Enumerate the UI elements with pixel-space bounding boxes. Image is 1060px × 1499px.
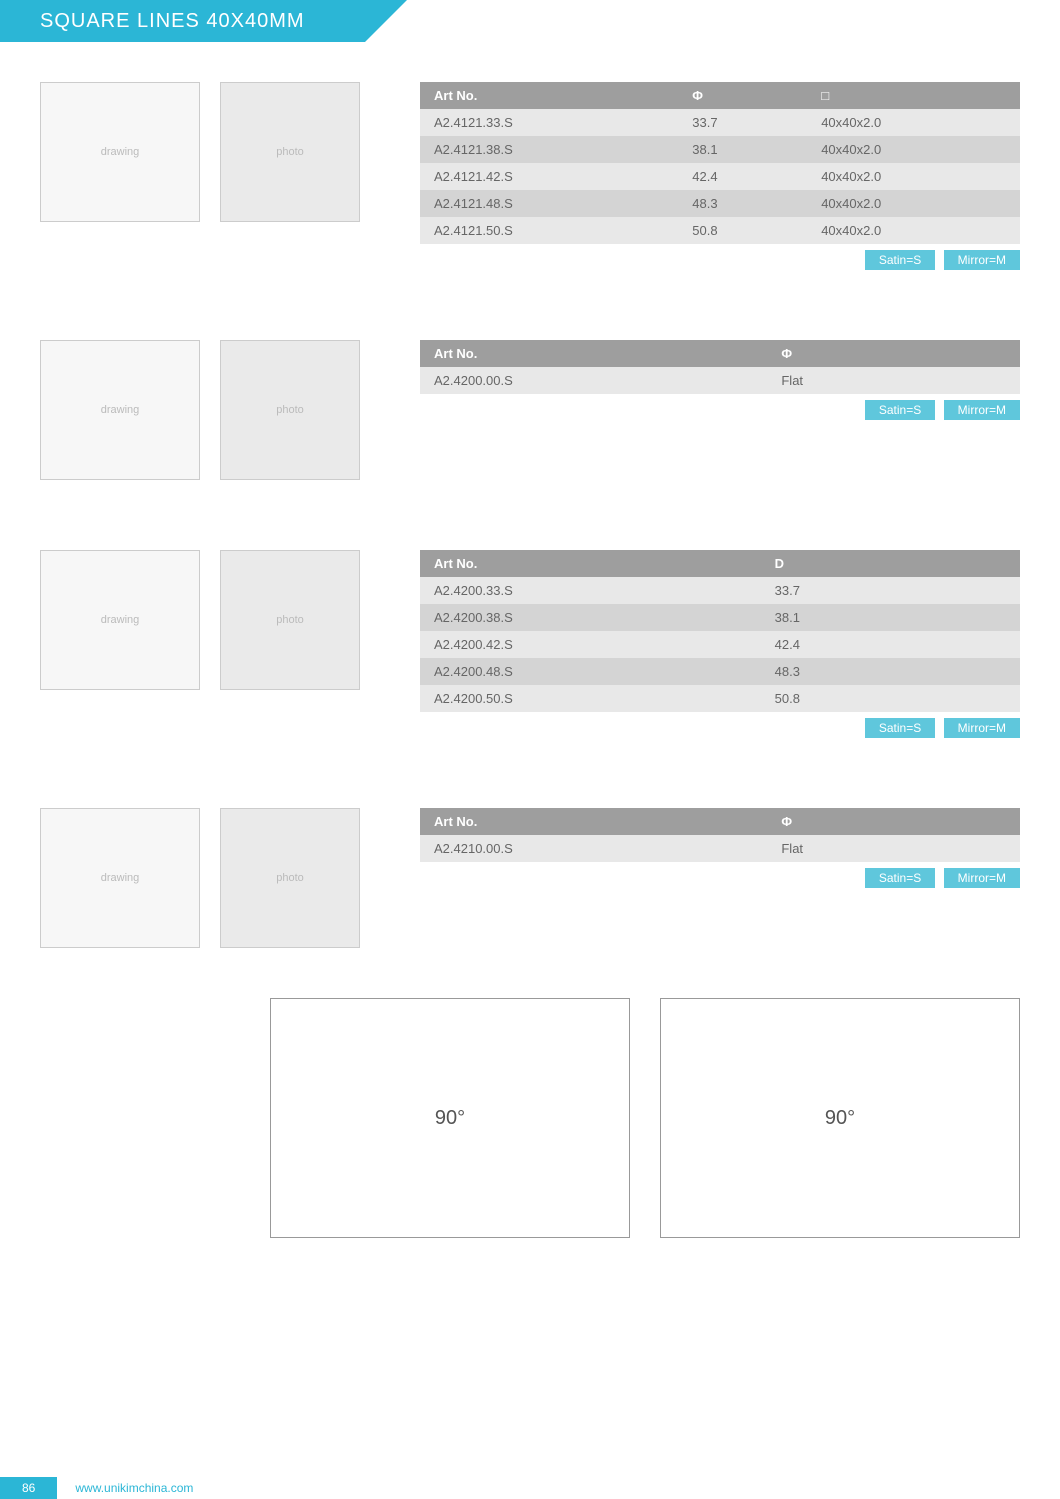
col-art-no: Art No.: [420, 340, 767, 367]
product-photo: photo: [220, 808, 360, 948]
spec-table-4: Art No. Φ A2.4210.00.SFlat: [420, 808, 1020, 862]
table-row: A2.4210.00.SFlat: [420, 835, 1020, 862]
finish-legend: Satin=S Mirror=M: [420, 400, 1020, 420]
product-photo: photo: [220, 82, 360, 222]
table-row: A2.4121.42.S42.440x40x2.0: [420, 163, 1020, 190]
page-title-banner: SQUARE LINES 40X40MM: [0, 0, 365, 42]
table-row: A2.4200.38.S38.1: [420, 604, 1020, 631]
line-drawing: drawing: [40, 550, 200, 690]
finish-mirror: Mirror=M: [944, 718, 1020, 738]
table-row: A2.4121.50.S50.840x40x2.0: [420, 217, 1020, 244]
table-row: A2.4121.48.S48.340x40x2.0: [420, 190, 1020, 217]
finish-satin: Satin=S: [865, 250, 935, 270]
angle-label: 90°: [435, 1107, 465, 1130]
page-number: 86: [0, 1477, 57, 1499]
product-section-4: drawing photo Art No. Φ A2.4210.00.SFlat…: [40, 808, 1020, 948]
table-row: A2.4121.38.S38.140x40x2.0: [420, 136, 1020, 163]
product-images-2: drawing photo: [40, 340, 420, 480]
finish-legend: Satin=S Mirror=M: [420, 718, 1020, 738]
footer-url: www.unikimchina.com: [57, 1481, 193, 1495]
table-row: A2.4200.00.SFlat: [420, 367, 1020, 394]
product-section-2: drawing photo Art No. Φ A2.4200.00.SFlat…: [40, 340, 1020, 480]
finish-satin: Satin=S: [865, 400, 935, 420]
product-section-3: drawing photo Art No. D A2.4200.33.S33.7…: [40, 550, 1020, 738]
table-row: A2.4200.50.S50.8: [420, 685, 1020, 712]
col-phi: Φ: [767, 340, 929, 367]
product-images-3: drawing photo: [40, 550, 420, 690]
finish-mirror: Mirror=M: [944, 250, 1020, 270]
line-drawing: drawing: [40, 808, 200, 948]
page-footer: 86 www.unikimchina.com: [0, 1477, 193, 1499]
finish-satin: Satin=S: [865, 718, 935, 738]
line-drawing: drawing: [40, 340, 200, 480]
finish-satin: Satin=S: [865, 868, 935, 888]
col-art-no: Art No.: [420, 808, 767, 835]
finish-mirror: Mirror=M: [944, 400, 1020, 420]
product-images-1: drawing photo: [40, 82, 420, 222]
finish-mirror: Mirror=M: [944, 868, 1020, 888]
assembly-diagrams: 90° 90°: [240, 998, 1020, 1238]
table-header-row: Art No. Φ: [420, 340, 1020, 367]
col-d: D: [761, 550, 931, 577]
product-photo: photo: [220, 550, 360, 690]
table-row: A2.4121.33.S33.740x40x2.0: [420, 109, 1020, 136]
spec-table-3: Art No. D A2.4200.33.S33.7 A2.4200.38.S3…: [420, 550, 1020, 712]
finish-legend: Satin=S Mirror=M: [420, 250, 1020, 270]
assembly-diagram-square: 90°: [270, 998, 630, 1238]
table-row: A2.4200.48.S48.3: [420, 658, 1020, 685]
col-square: □: [807, 82, 1020, 109]
finish-legend: Satin=S Mirror=M: [420, 868, 1020, 888]
table-row: A2.4200.33.S33.7: [420, 577, 1020, 604]
table-header-row: Art No. D: [420, 550, 1020, 577]
spec-table-2: Art No. Φ A2.4200.00.SFlat: [420, 340, 1020, 394]
table-header-row: Art No. Φ: [420, 808, 1020, 835]
col-phi: Φ: [678, 82, 807, 109]
col-art-no: Art No.: [420, 82, 678, 109]
product-section-1: drawing photo Art No. Φ □ A2.4121.33.S33…: [40, 82, 1020, 270]
col-phi: Φ: [767, 808, 929, 835]
assembly-diagram-round: 90°: [660, 998, 1020, 1238]
product-photo: photo: [220, 340, 360, 480]
col-art-no: Art No.: [420, 550, 761, 577]
spec-table-1: Art No. Φ □ A2.4121.33.S33.740x40x2.0 A2…: [420, 82, 1020, 244]
angle-label: 90°: [825, 1107, 855, 1130]
product-images-4: drawing photo: [40, 808, 420, 948]
table-header-row: Art No. Φ □: [420, 82, 1020, 109]
table-row: A2.4200.42.S42.4: [420, 631, 1020, 658]
line-drawing: drawing: [40, 82, 200, 222]
